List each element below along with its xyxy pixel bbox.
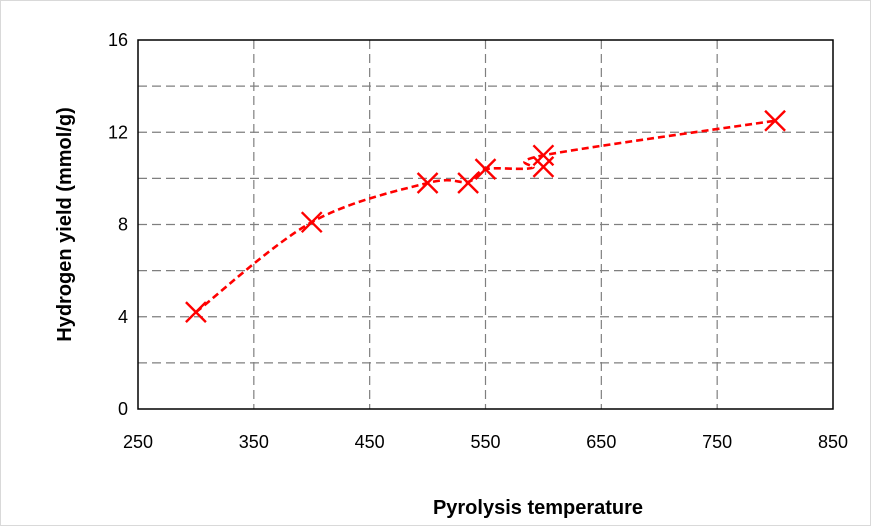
data-point-marker (416, 172, 439, 194)
y-tick-label: 4 (118, 307, 128, 327)
y-tick-label: 0 (118, 399, 128, 419)
data-point-marker (457, 172, 479, 194)
x-tick-label: 750 (702, 432, 732, 452)
x-tick-label: 350 (239, 432, 269, 452)
gridlines (138, 40, 833, 409)
data-point-marker (764, 109, 786, 132)
x-tick-label: 550 (470, 432, 500, 452)
x-tick-label: 450 (355, 432, 385, 452)
data-point-marker (300, 211, 323, 234)
x-tick-label: 250 (123, 432, 153, 452)
y-tick-label: 12 (108, 122, 128, 142)
x-axis-title: Pyrolysis temperature (433, 497, 643, 519)
data-markers (185, 109, 786, 323)
y-axis-title: Hydrogen yield (mmol/g) (54, 107, 76, 341)
data-point-marker (185, 301, 207, 323)
data-point-marker (532, 144, 555, 167)
data-point-marker (474, 158, 497, 180)
y-tick-label: 16 (108, 30, 128, 50)
plot-area-border (137, 39, 834, 410)
x-axis-ticks: 250 350 450 550 650 750 850 (123, 432, 848, 452)
data-point-marker (532, 155, 555, 178)
x-tick-label: 650 (586, 432, 616, 452)
x-tick-label: 850 (818, 432, 848, 452)
y-tick-label: 8 (118, 215, 128, 235)
y-axis-ticks: 0 4 8 12 16 (108, 30, 128, 419)
